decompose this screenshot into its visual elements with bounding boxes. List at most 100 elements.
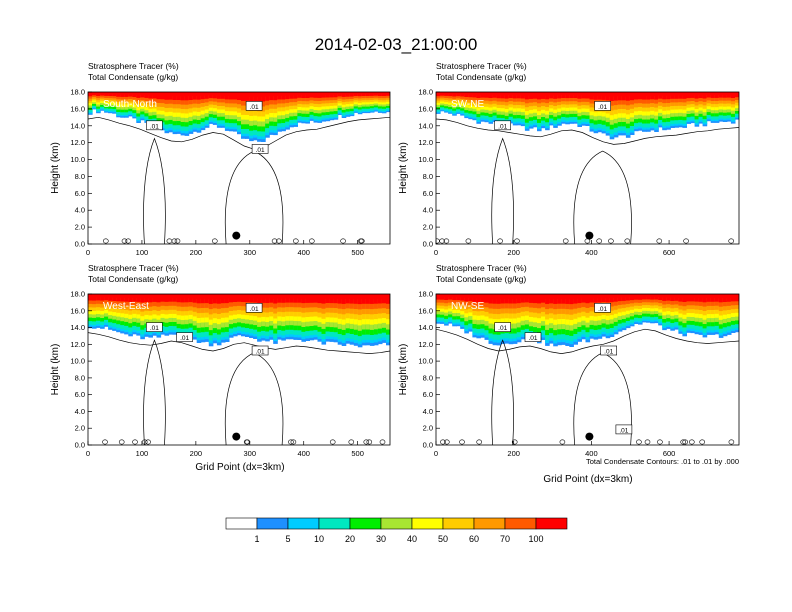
tracer-cell [345,313,351,324]
tracer-cell [718,294,724,303]
tracer-cell [581,95,586,102]
tracer-cell [557,304,562,314]
tracer-cell [329,94,335,101]
tracer-cell [112,294,117,301]
tracer-cell [484,104,490,110]
tracer-cell [613,132,619,138]
tracer-cell [196,298,202,309]
tracer-cell [520,92,526,99]
tracer-cell [293,92,298,99]
tracer-cell [710,298,716,306]
contour-label: .01 [256,349,265,356]
tracer-cell [124,94,129,100]
tracer-cell [184,307,190,316]
tracer-cell [180,105,186,114]
tracer-cell [524,324,530,334]
tracer-cell [561,304,566,314]
tracer-cell [369,309,375,320]
tracer-cell [581,122,586,126]
tracer-cell [329,308,335,318]
tracer-cell [706,92,712,98]
tracer-cell [253,321,258,330]
tracer-cell [674,301,679,308]
tracer-cell [533,308,538,318]
tracer-cell [124,314,129,322]
tracer-cell [492,329,498,340]
tracer-cell [609,125,615,135]
tracer-cell [309,303,315,313]
tracer-cell [100,99,105,104]
tracer-cell [642,119,647,128]
tracer-cell [468,327,473,332]
tracer-cell [92,100,97,104]
tracer-cell [305,294,310,303]
tracer-cell [625,96,631,106]
tracer-cell [650,107,655,115]
tracer-cell [480,307,485,316]
tracer-cell [333,92,339,98]
tracer-cell [357,331,363,342]
tracer-cell [480,112,485,119]
tracer-cell [565,121,570,125]
tracer-cell [112,105,117,110]
tracer-cell [373,324,379,335]
tracer-cell [472,311,477,320]
tracer-cell [281,335,286,341]
tracer-cell [108,111,113,114]
tracer-cell [88,96,93,101]
surface-contour-blob [358,238,365,244]
tracer-cell [528,312,534,322]
tracer-cell [180,122,186,131]
tracer-cell [104,96,109,100]
tracer-cell [642,311,647,317]
tracer-cell [585,318,591,328]
tracer-cell [480,97,485,104]
tracer-cell [496,294,502,304]
tracer-cell [646,127,651,132]
x-tick-label: 0 [434,248,438,257]
tracer-cell [674,95,679,103]
tracer-cell [573,107,578,114]
tracer-cell [265,124,270,133]
tracer-cell [617,96,623,105]
tracer-cell [565,98,570,105]
tracer-cell [196,318,202,328]
tracer-cell [585,92,591,99]
tracer-cell [204,109,210,117]
tracer-cell [492,340,498,346]
tracer-cell [706,322,712,331]
tracer-cell [313,101,319,107]
tracer-cell [180,294,186,303]
tracer-cell [601,96,607,104]
tracer-cell [476,101,481,108]
tracer-cell [381,106,387,111]
tracer-cell [670,117,675,124]
tracer-cell [293,123,298,127]
tracer-cell [188,108,194,117]
tracer-cell [718,298,724,307]
tracer-cell [341,99,347,105]
tracer-cell [285,107,290,115]
tracer-cell [533,95,538,103]
y-tick-label: 16.0 [70,104,85,113]
tracer-cell [666,103,671,111]
tracer-cell [365,98,371,103]
tracer-cell [172,117,178,126]
tracer-cell [609,110,615,120]
tracer-cell [184,122,190,131]
tracer-cell [132,310,137,318]
tracer-cell [208,320,214,331]
tracer-cell [224,303,230,313]
tracer-cell [273,109,278,118]
tracer-cell [140,298,145,308]
tracer-cell [140,303,145,312]
tracer-cell [698,322,704,331]
tracer-cell [646,119,651,128]
tracer-cell [168,100,174,108]
tracer-cell [464,110,469,116]
tracer-cell [373,329,379,340]
tracer-cell [581,298,586,308]
tracer-cell [573,120,578,124]
surface-contour-blob [443,439,450,445]
tracer-cell [313,335,319,340]
